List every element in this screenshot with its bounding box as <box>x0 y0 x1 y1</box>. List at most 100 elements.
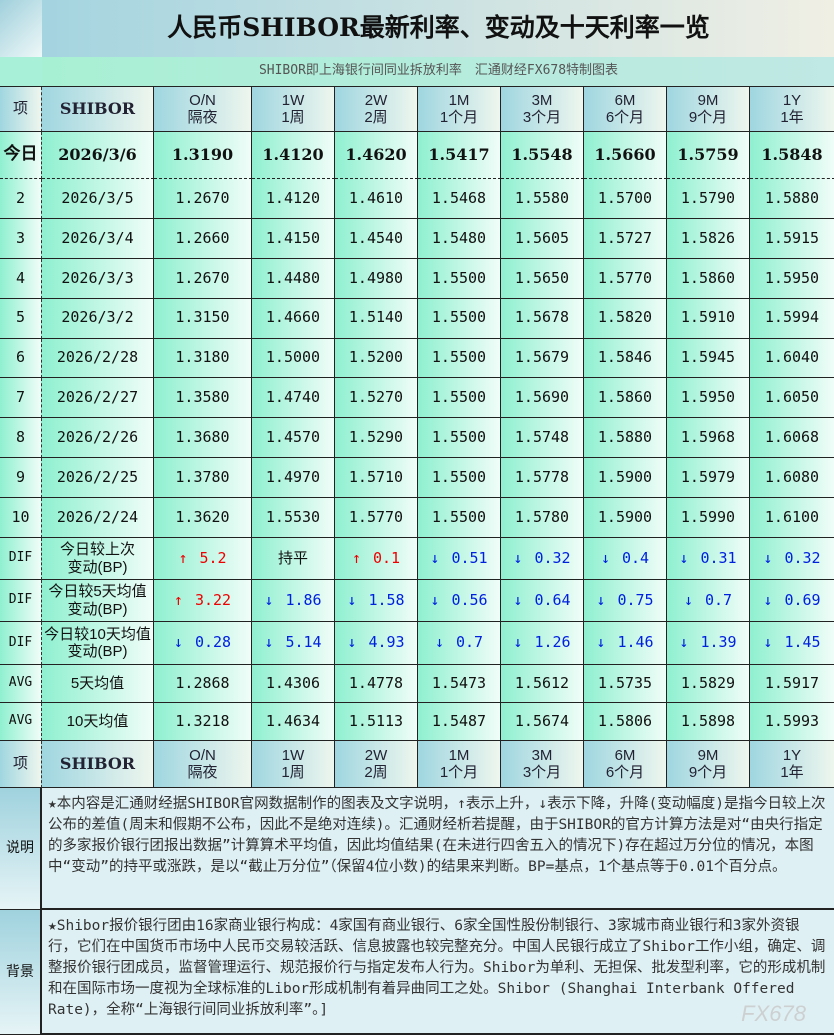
rate-cell: 1.5910 <box>667 298 750 339</box>
header-tenor-6M: 6M 6个月 <box>584 741 667 789</box>
header-item-label: 项 <box>0 87 42 132</box>
avg-tag: AVG <box>0 703 42 742</box>
arrow-up-icon: ↑ <box>173 590 183 609</box>
dif-value: 0.7 <box>455 633 484 652</box>
tenor-label: 3M <box>531 91 553 109</box>
rate-cell: 1.2670 <box>154 258 252 299</box>
row-date: 2026/3/2 <box>42 298 154 339</box>
row-number: 6 <box>0 338 42 379</box>
dif-cell: ↓ 1.39 <box>667 622 750 666</box>
rate-cell: 1.5468 <box>418 179 501 219</box>
rate-cell: 1.2660 <box>154 218 252 259</box>
avg-label: 5天均值 <box>42 665 154 704</box>
dif-tag: DIF <box>0 538 42 581</box>
tenor-label: 1个月 <box>439 109 479 126</box>
rate-cell: 1.5748 <box>501 418 584 459</box>
dif-cell: ↓ 0.56 <box>418 580 501 623</box>
row-number: 3 <box>0 218 42 259</box>
rate-cell: 1.5480 <box>418 218 501 259</box>
rate-cell: 1.5727 <box>584 218 667 259</box>
rate-cell: 1.5770 <box>335 498 418 539</box>
dif-value: 0.32 <box>784 548 821 567</box>
arrow-down-icon: ↓ <box>763 590 773 609</box>
dif-cell: ↓ 1.86 <box>252 580 335 623</box>
rate-cell: 1.5580 <box>501 179 584 219</box>
dif-value: 1.26 <box>534 633 571 652</box>
rate-cell: 1.5778 <box>501 458 584 499</box>
arrow-down-icon: ↓ <box>434 633 444 652</box>
row-number: 8 <box>0 418 42 459</box>
rate-cell: 1.6080 <box>750 458 834 499</box>
rate-cell: 1.5900 <box>584 498 667 539</box>
rate-cell: 1.5846 <box>584 338 667 379</box>
rate-cell: 1.5500 <box>418 378 501 419</box>
arrow-down-icon: ↓ <box>347 633 357 652</box>
dif-value: 0.28 <box>194 633 232 652</box>
rate-cell: 1.5690 <box>501 378 584 419</box>
rate-cell: 1.5968 <box>667 418 750 459</box>
dif-value: 0.7 <box>704 590 733 609</box>
row-number: 10 <box>0 498 42 539</box>
note-text: ★Shibor报价银行团由16家商业银行构成：4家国有商业银行、6家全国性股份制… <box>42 910 834 1035</box>
rate-cell: 1.5678 <box>501 298 584 339</box>
rate-cell: 1.5915 <box>750 218 834 259</box>
dif-cell: ↑ 5.2 <box>154 538 252 581</box>
rate-cell: 1.5950 <box>667 378 750 419</box>
rate-cell: 1.5270 <box>335 378 418 419</box>
header-tenor-1M: 1M 1个月 <box>418 87 501 132</box>
dif-cell: ↓ 0.7 <box>667 580 750 623</box>
tenor-label: 1个月 <box>439 764 479 782</box>
rate-cell: 1.5790 <box>667 179 750 219</box>
today-rate: 1.3190 <box>154 132 252 179</box>
note-label: 说明 <box>0 788 42 911</box>
header-shibor: SHIBOR <box>42 87 154 132</box>
rate-cell: 1.2670 <box>154 179 252 219</box>
arrow-down-icon: ↓ <box>513 590 523 609</box>
tenor-label: 3M <box>531 746 553 764</box>
rate-cell: 1.5140 <box>335 298 418 339</box>
header-tenor-1M: 1M 1个月 <box>418 741 501 789</box>
avg-cell: 1.5113 <box>335 703 418 742</box>
avg-cell: 1.5898 <box>667 703 750 742</box>
avg-tag: AVG <box>0 665 42 704</box>
arrow-down-icon: ↓ <box>763 633 773 652</box>
rate-cell: 1.6068 <box>750 418 834 459</box>
rate-cell: 1.5880 <box>584 418 667 459</box>
rate-cell: 1.5500 <box>418 258 501 299</box>
dif-cell: ↓ 0.31 <box>667 538 750 581</box>
avg-cell: 1.5829 <box>667 665 750 704</box>
header-tenor-9M: 9M 9个月 <box>667 87 750 132</box>
rate-cell: 1.4610 <box>335 179 418 219</box>
rate-cell: 1.5200 <box>335 338 418 379</box>
dif-cell: ↓ 0.28 <box>154 622 252 666</box>
arrow-down-icon: ↓ <box>763 548 773 567</box>
rate-cell: 1.5500 <box>418 498 501 539</box>
rate-cell: 1.4660 <box>252 298 335 339</box>
dif-value: 1.39 <box>700 633 737 652</box>
row-date: 2026/3/3 <box>42 258 154 299</box>
arrow-down-icon: ↓ <box>430 590 440 609</box>
corner-sub <box>0 57 42 87</box>
tenor-label: 1W <box>281 91 305 109</box>
header-tenor-6M: 6M 6个月 <box>584 87 667 132</box>
today-rate: 1.5660 <box>584 132 667 179</box>
dif-value: 5.2 <box>199 548 227 567</box>
tenor-label: 2周 <box>364 109 388 126</box>
rate-cell: 1.5679 <box>501 338 584 379</box>
avg-cell: 1.5487 <box>418 703 501 742</box>
rate-cell: 1.5710 <box>335 458 418 499</box>
arrow-up-icon: ↑ <box>351 548 361 567</box>
today-rate: 1.5417 <box>418 132 501 179</box>
header-item-label: 项 <box>0 741 42 789</box>
dif-tag: DIF <box>0 580 42 623</box>
header-tenor-2W: 2W 2周 <box>335 87 418 132</box>
rate-cell: 1.4980 <box>335 258 418 299</box>
dif-label: 今日较5天均值 变动(BP) <box>42 580 154 623</box>
dif-value: 1.58 <box>368 590 405 609</box>
rate-cell: 1.5605 <box>501 218 584 259</box>
rate-cell: 1.4970 <box>252 458 335 499</box>
tenor-label: 3个月 <box>522 109 562 126</box>
dif-value: 1.46 <box>617 633 654 652</box>
dif-value: 0.69 <box>784 590 821 609</box>
